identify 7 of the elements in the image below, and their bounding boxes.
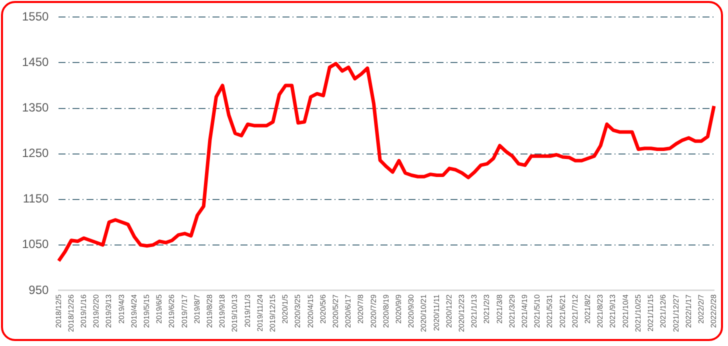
y-tick-label: 950 [28,282,50,297]
y-tick-label: 1350 [22,100,50,115]
y-tick-label: 1250 [22,146,50,160]
y-tick-label: 1450 [22,55,50,70]
y-tick-label: 1150 [22,192,50,206]
y-tick-label: 1550 [22,10,50,24]
y-tick-label: 1050 [22,237,50,252]
